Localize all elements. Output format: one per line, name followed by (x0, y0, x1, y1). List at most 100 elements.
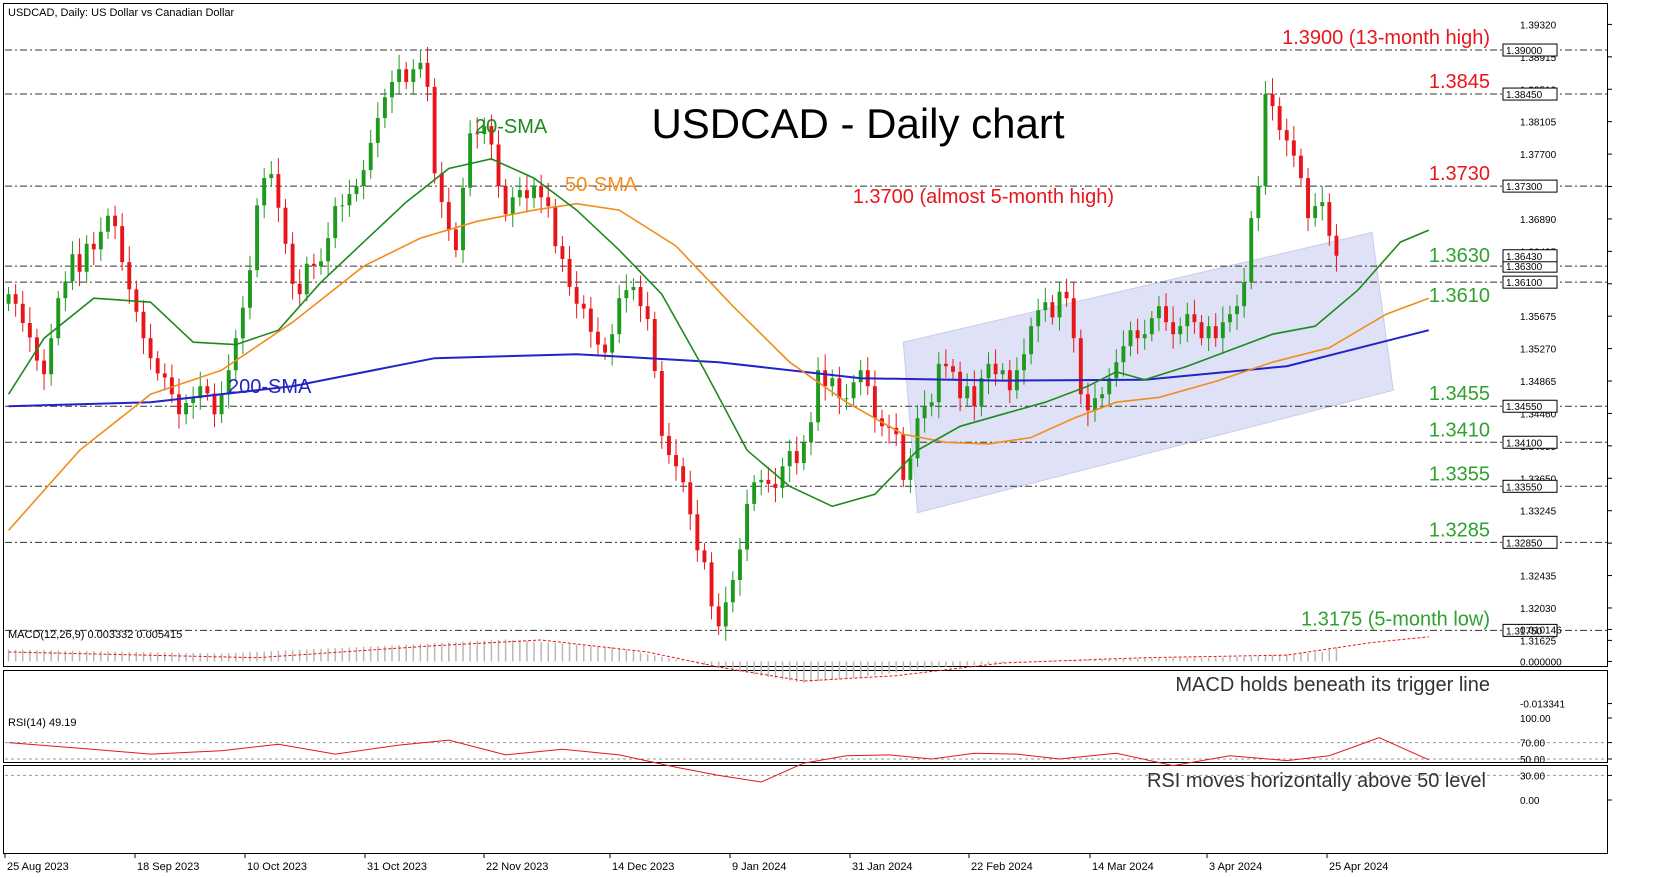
level-tag-label: 1.33550 (1506, 482, 1543, 493)
candle-body (1107, 378, 1112, 395)
candle-body (1100, 394, 1105, 399)
candle-body (1249, 218, 1254, 283)
candle-body (496, 144, 501, 187)
candle-body (908, 458, 913, 480)
candle-body (120, 226, 125, 263)
candle-body (1227, 314, 1232, 323)
candle-body (6, 294, 11, 304)
candle-body (993, 363, 998, 375)
price-panel-frame (3, 3, 1608, 667)
level-tag-label: 1.37300 (1506, 182, 1543, 193)
candle-body (404, 69, 409, 83)
candle-body (553, 206, 558, 247)
candle-body (1043, 302, 1048, 311)
candle-body (276, 174, 281, 208)
candle-body (397, 69, 402, 83)
candle-body (560, 246, 565, 259)
price-levels (5, 49, 1607, 631)
candle-body (752, 482, 757, 504)
candle-body (567, 258, 572, 287)
candle-body (858, 370, 863, 383)
candle-body (226, 370, 231, 395)
candle-body (1242, 282, 1247, 307)
rsi-annotation: RSI moves horizontally above 50 level (1147, 770, 1486, 792)
candle-body (666, 435, 671, 456)
candle-body (269, 174, 274, 179)
candle-body (84, 243, 89, 272)
candle-body (1149, 318, 1154, 335)
level-tag-label: 1.32850 (1506, 538, 1543, 549)
candle-body (1093, 398, 1097, 411)
price-tick-label: 1.38915 (1520, 53, 1557, 64)
candle-body (319, 261, 323, 267)
candle-body (77, 254, 82, 272)
candle-body (546, 197, 551, 207)
level-tag-box (1502, 535, 1558, 549)
candle-body (1277, 106, 1282, 131)
candle-body (1036, 310, 1041, 327)
candle-body (1284, 130, 1289, 141)
candle-body (1178, 326, 1183, 335)
rsi-line (8, 737, 1430, 783)
candle-body (255, 205, 260, 271)
chart-title: USDCAD - Daily chart (651, 100, 1064, 147)
candle-body (354, 186, 359, 195)
candle-body (1334, 235, 1339, 256)
price-tick-label: 1.33650 (1520, 474, 1557, 485)
candle-body (688, 482, 693, 515)
candle-body (368, 142, 373, 171)
candle-body (1050, 302, 1055, 318)
candle-body (510, 197, 515, 215)
candle-body (70, 254, 75, 282)
candle-body (1306, 178, 1310, 219)
candle-body (1078, 338, 1083, 395)
candle-body (1000, 370, 1005, 375)
price-tick-label: 1.34460 (1520, 409, 1557, 420)
candle-body (1327, 202, 1332, 236)
macd-tick-label: 0.000000 (1520, 657, 1562, 668)
macd-axis: 0.010146 0.000000 -0.013341 (1520, 625, 1612, 711)
level-tag-box (1502, 479, 1558, 493)
candle-body (1064, 291, 1069, 299)
rsi-tick-label: 30.00 (1520, 771, 1545, 782)
candle-body (290, 243, 295, 284)
rsi-axis: 100.00 70.00 50.00 30.00 0.00 (1520, 714, 1612, 807)
candle-body (375, 118, 380, 143)
sma20-line (7, 158, 1430, 508)
level-tag-label: 1.36100 (1506, 278, 1543, 289)
candle-body (1213, 326, 1218, 339)
candle-body (411, 69, 416, 83)
level-annotation: 1.3410 (1429, 419, 1490, 441)
price-tick-label: 1.31625 (1520, 636, 1557, 647)
candle-body (162, 373, 167, 378)
candle-body (517, 190, 522, 198)
candle-body (730, 579, 735, 603)
price-tick-label: 1.38105 (1520, 118, 1557, 129)
candle-body (1171, 322, 1176, 335)
candle-body (901, 434, 906, 480)
candle-body (127, 262, 132, 290)
candle-body (20, 303, 25, 323)
candle-body (333, 206, 338, 239)
candle-body (787, 451, 792, 467)
candle-body (766, 479, 771, 484)
price-tick-label: 1.32030 (1520, 604, 1557, 615)
candle-body (106, 215, 110, 232)
candle-body (624, 290, 629, 299)
candle-body (432, 86, 437, 174)
level-tag-box (1502, 435, 1558, 449)
candle-body (1029, 326, 1034, 355)
candle-body (184, 403, 189, 415)
date-tick-label: 9 Jan 2024 (732, 861, 786, 873)
candle-body (588, 308, 593, 332)
price-axis: 1.393201.389151.385101.381051.377001.372… (1520, 20, 1612, 647)
candle-body (1135, 330, 1140, 339)
candle-body (56, 298, 61, 339)
candle-body (794, 451, 799, 464)
candle-body (233, 338, 238, 371)
level-annotation: 1.3610 (1429, 285, 1490, 307)
current-price-tag-box (1502, 249, 1558, 263)
candle-body (141, 311, 146, 339)
candle-body (347, 194, 352, 206)
